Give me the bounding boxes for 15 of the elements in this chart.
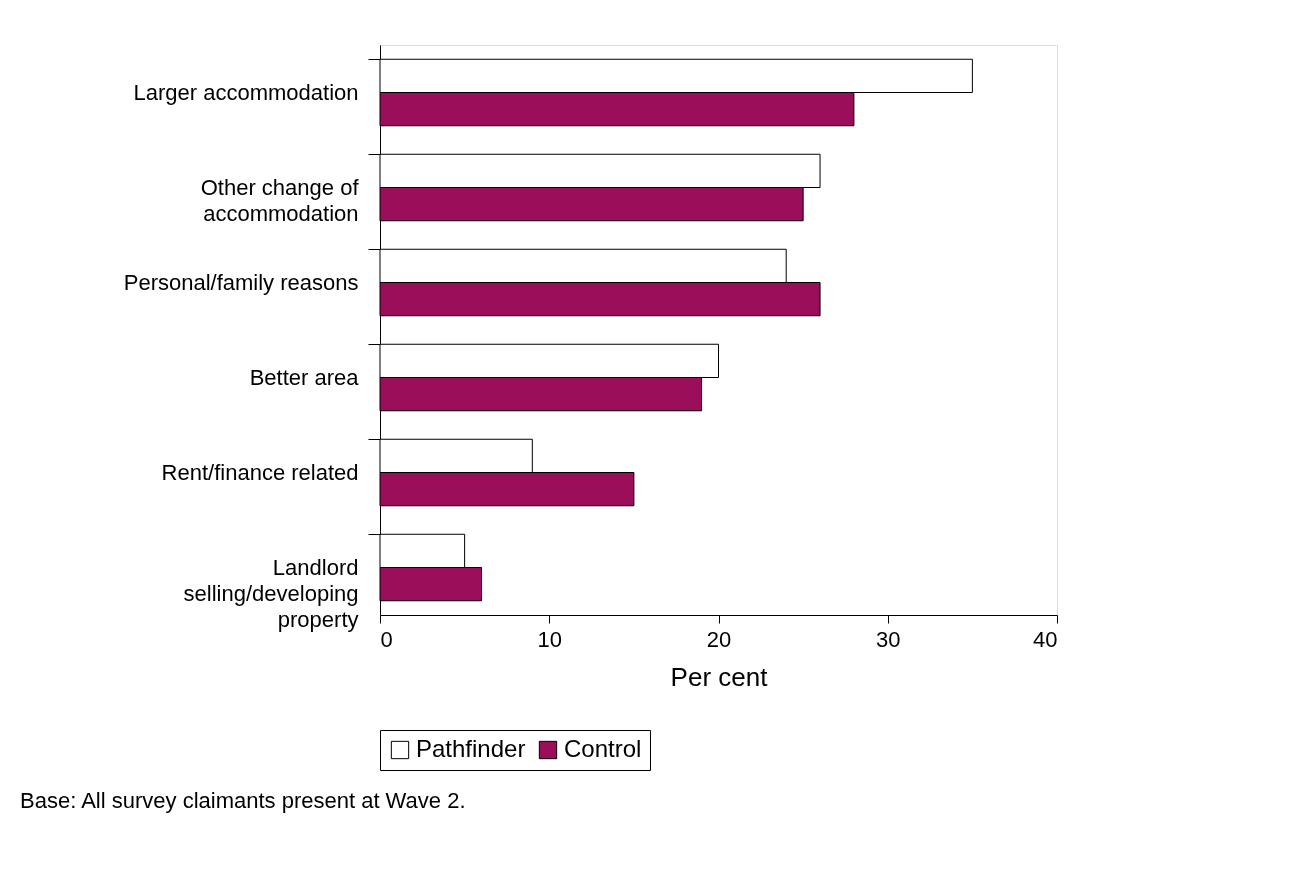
legend-label: Pathfinder [416,735,526,762]
x-tick-label: 20 [706,626,732,652]
x-tick-label: 30 [876,626,901,652]
y-tick-label: Better area [249,364,360,390]
y-tick-label: Other change of accommodation [200,174,360,226]
x-tick-label: 40 [1033,626,1058,652]
text: Base: All survey claimants present at Wave 2. [20,787,466,813]
y-tick-label: Larger accommodation [133,79,359,105]
x-tick-label: 10 [537,626,562,652]
y-tick-label: Landlord selling/developing property [183,554,359,632]
legend-label: Control [564,735,642,762]
x-axis-title: Per cent [670,661,769,692]
y-tick-label: Rent/finance related [161,459,359,485]
y-tick-label: Personal/family reasons [123,269,359,295]
x-tick-label: 0 [380,626,393,652]
